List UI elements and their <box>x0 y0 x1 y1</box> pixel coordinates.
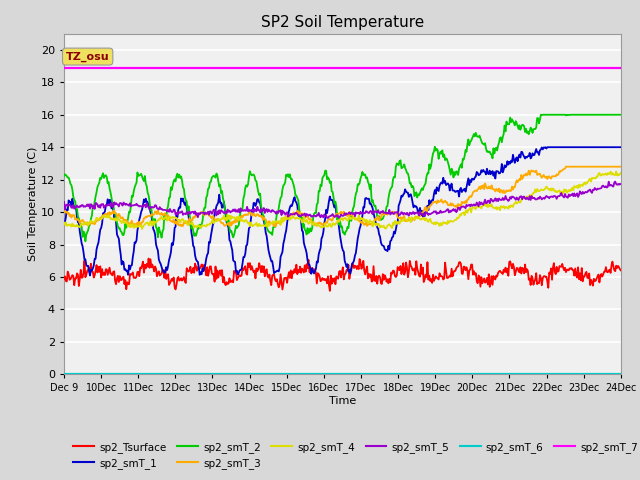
Text: TZ_osu: TZ_osu <box>66 51 109 62</box>
Legend: sp2_Tsurface, sp2_smT_1, sp2_smT_2, sp2_smT_3, sp2_smT_4, sp2_smT_5, sp2_smT_6, : sp2_Tsurface, sp2_smT_1, sp2_smT_2, sp2_… <box>69 438 640 473</box>
X-axis label: Time: Time <box>329 396 356 406</box>
Y-axis label: Soil Temperature (C): Soil Temperature (C) <box>28 147 38 261</box>
Title: SP2 Soil Temperature: SP2 Soil Temperature <box>260 15 424 30</box>
